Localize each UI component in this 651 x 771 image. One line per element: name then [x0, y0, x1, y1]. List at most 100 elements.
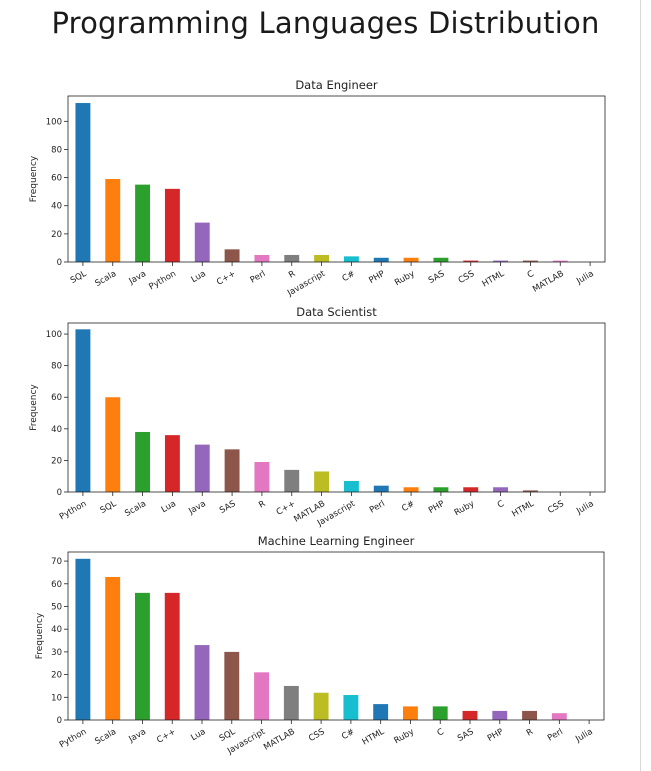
x-tick-label: SAS [427, 269, 447, 286]
bar-php [373, 257, 389, 262]
bar-css [463, 260, 479, 262]
x-tick-label: Scala [93, 269, 118, 289]
x-tick-label: Julia [574, 269, 595, 287]
bar-perl [254, 254, 270, 262]
x-tick-label: CSS [457, 269, 476, 286]
x-tick-label: CSS [307, 727, 326, 744]
x-tick-label: C++ [155, 727, 177, 746]
x-tick-label: Ruby [453, 499, 476, 518]
bar-java [135, 592, 150, 720]
x-tick-label: CSS [546, 499, 565, 516]
y-tick-label: 20 [51, 230, 62, 240]
y-tick-label: 60 [51, 580, 62, 590]
x-tick-label: Perl [249, 269, 268, 286]
x-tick-label: C# [340, 727, 356, 742]
y-tick-label: 40 [51, 625, 62, 635]
y-tick-label: 60 [51, 393, 62, 403]
bar-php [433, 487, 449, 492]
x-tick-label: Perl [368, 499, 387, 516]
bar-css [313, 692, 329, 720]
x-tick-label: Java [127, 269, 148, 287]
subplot-title: Machine Learning Engineer [258, 534, 415, 548]
y-tick-label: 40 [51, 202, 62, 212]
bar-sas [224, 449, 240, 492]
x-tick-label: HTML [361, 727, 387, 748]
y-tick-label: 20 [51, 671, 62, 681]
bar-perl [373, 485, 389, 492]
y-tick-label: 100 [46, 117, 62, 127]
bar-lua [164, 435, 180, 492]
bar-html [373, 704, 389, 720]
bar-c [493, 487, 509, 492]
chart-machine-learning-engineer: Machine Learning Engineer 0 10 20 30 40 50 60 70… [35, 534, 605, 757]
bar-c- [403, 487, 419, 492]
y-tick-label: 20 [51, 456, 62, 466]
x-tick-label: SQL [69, 269, 89, 286]
x-tick-label: C++ [215, 269, 237, 288]
y-axis-label: Frequency [29, 384, 39, 431]
x-tick-label: C# [400, 499, 416, 514]
bar-javascript [343, 480, 359, 492]
page-edge-divider [640, 0, 641, 771]
x-tick-label: C [496, 499, 506, 511]
x-tick-label: HTML [481, 269, 507, 290]
y-tick-label: 0 [57, 716, 62, 726]
x-tick-label: MATLAB [531, 269, 566, 295]
bar-python [164, 188, 180, 262]
x-tick-label: SQL [99, 499, 119, 516]
x-tick-label: Python [147, 269, 178, 292]
y-tick-label: 0 [57, 258, 62, 268]
y-axis-label: Frequency [35, 612, 45, 659]
x-tick-label: Python [58, 499, 89, 522]
x-tick-label: Ruby [392, 727, 415, 746]
x-tick-label: Java [186, 499, 207, 517]
bar-c [432, 706, 448, 720]
x-tick-label: Ruby [393, 269, 416, 288]
x-tick-label: C# [341, 269, 357, 284]
bar-r [522, 710, 537, 720]
y-tick-label: 70 [51, 557, 62, 567]
bar-ruby [403, 706, 418, 720]
x-tick-label: Lua [160, 499, 178, 515]
x-tick-label: Julia [573, 727, 594, 745]
chart-data-scientist: Data Scientist 0 20 40 60 80 100 Python SQL Scala… [29, 305, 606, 529]
y-tick-label: 10 [51, 693, 62, 703]
page-title: Programming Languages Distribution [51, 6, 600, 40]
x-tick-label: PHP [486, 727, 505, 744]
plot-frame [67, 551, 605, 721]
x-tick-label: R [525, 727, 535, 739]
x-tick-label: Perl [546, 727, 565, 744]
bar-html [493, 260, 509, 262]
plot-frame [67, 95, 606, 263]
bar-c [522, 260, 538, 262]
bar-python [75, 329, 91, 492]
x-tick-label: PHP [427, 499, 446, 516]
x-tick-label: Scala [93, 727, 118, 747]
subplot-title: Data Scientist [296, 305, 377, 319]
y-tick-label: 100 [46, 330, 62, 340]
bar-java [194, 444, 210, 492]
bar-c- [164, 592, 180, 720]
bar-r [254, 461, 270, 492]
bar-java [135, 184, 151, 262]
bar-c- [284, 469, 300, 492]
bar-javascript [314, 254, 330, 262]
y-tick-label: 50 [51, 602, 62, 612]
x-tick-label: R [287, 269, 297, 281]
x-tick-label: MATLAB [262, 727, 297, 753]
bar-ruby [403, 257, 419, 262]
bar-lua [194, 222, 210, 262]
y-tick-label: 0 [57, 488, 62, 498]
bar-html [522, 490, 538, 492]
plot-frame [67, 322, 606, 493]
bar-python [75, 558, 91, 720]
bar-matlab [283, 685, 299, 720]
x-tick-label: SQL [218, 727, 238, 744]
bar-perl [551, 713, 567, 720]
bar-scala [105, 576, 121, 720]
bar-sas [462, 710, 478, 720]
x-tick-label: C [526, 269, 536, 281]
bar-javascript [254, 672, 269, 720]
y-tick-label: 80 [51, 362, 62, 372]
x-tick-label: C [436, 727, 446, 739]
